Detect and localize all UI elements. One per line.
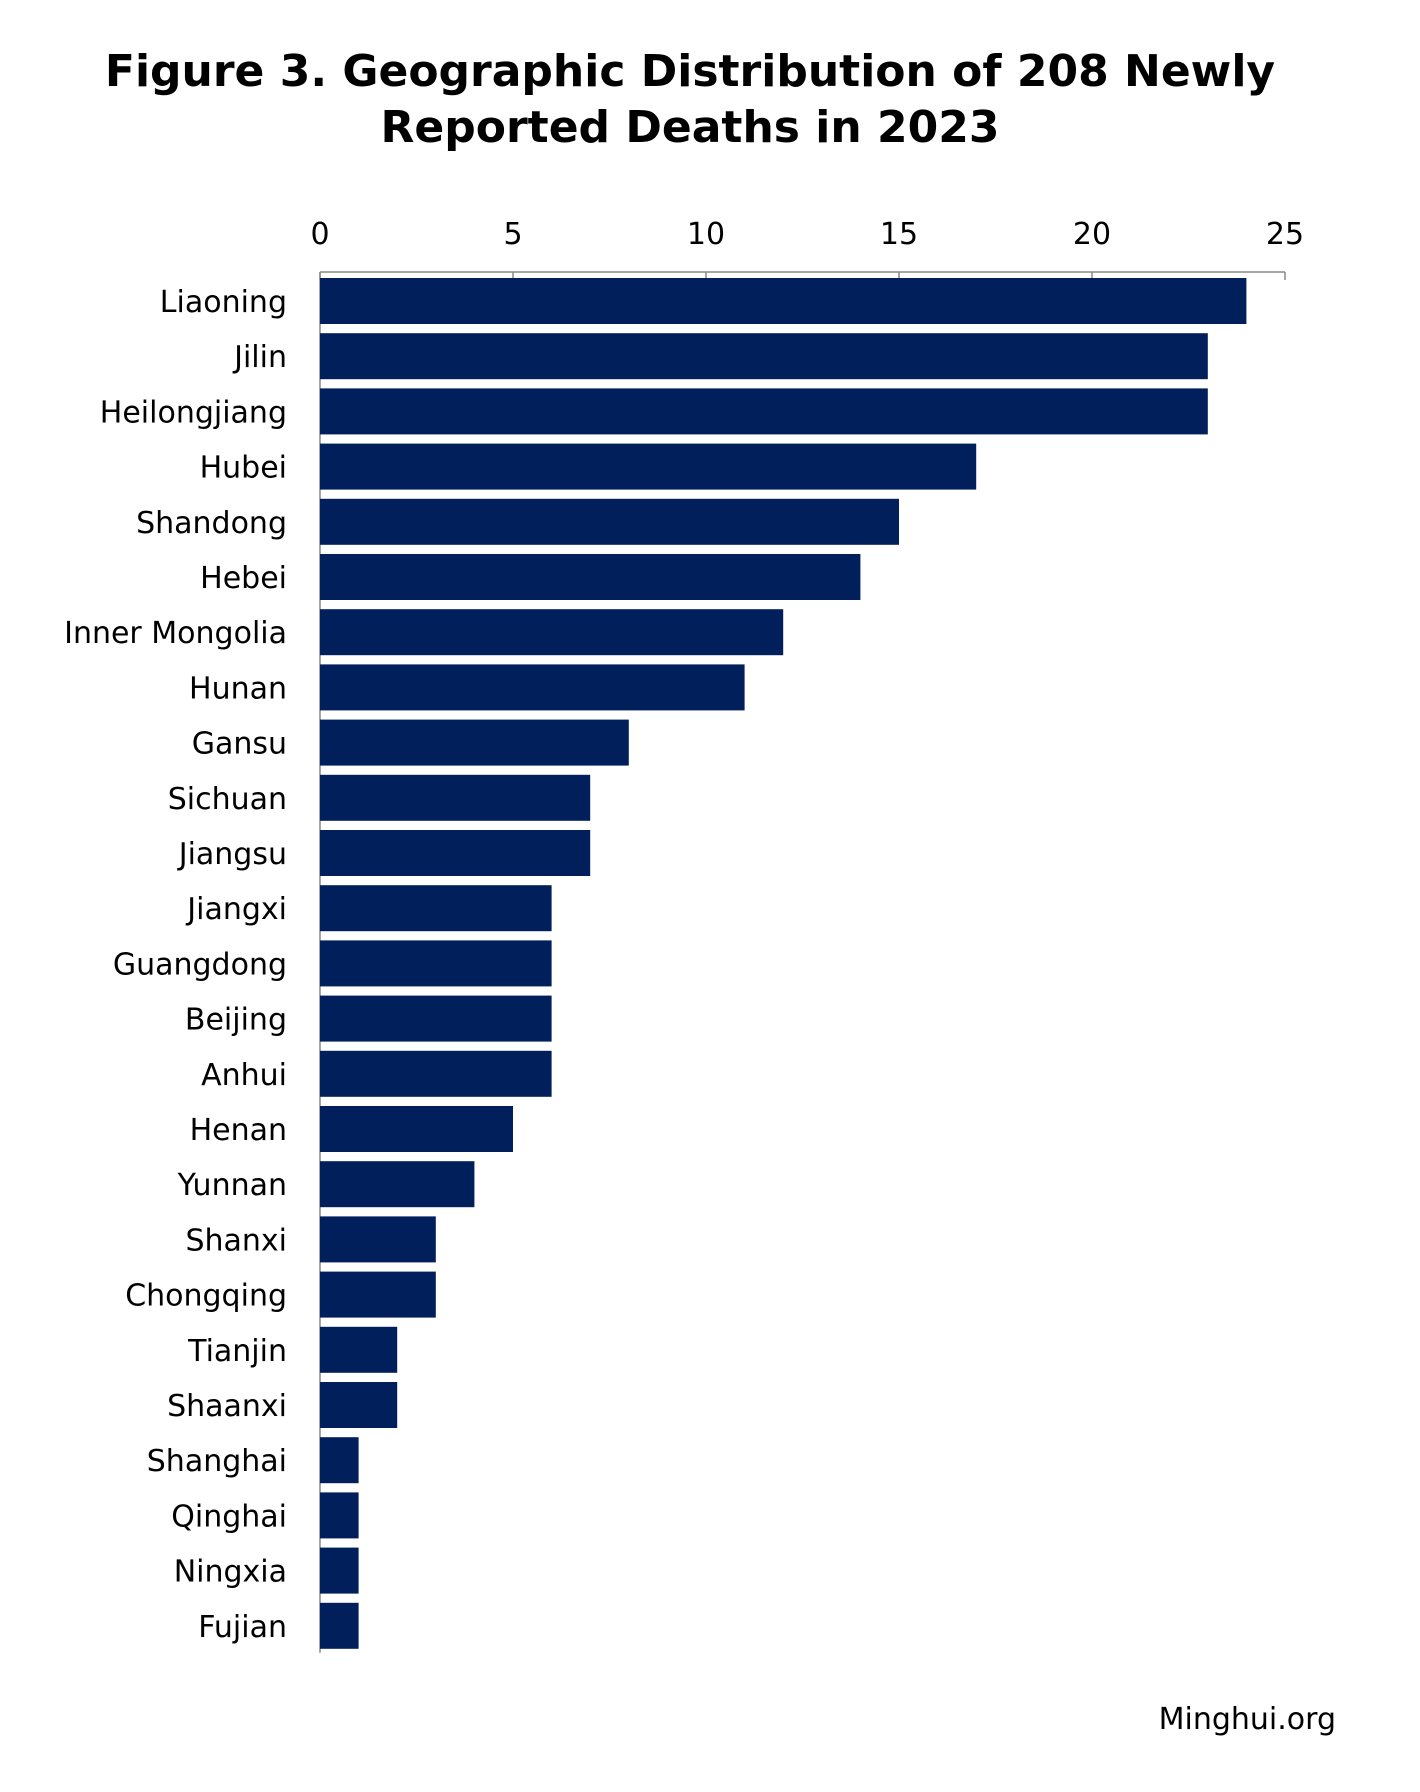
bar [320, 443, 977, 490]
category-label: Shanxi [185, 1223, 287, 1258]
chart-title-line-2: Reported Deaths in 2023 [380, 102, 1000, 153]
bar [320, 1437, 359, 1484]
source-credit: Minghui.org [1158, 1702, 1336, 1737]
chart-title-line-1: Figure 3. Geographic Distribution of 208… [104, 46, 1276, 97]
bar [320, 940, 552, 987]
x-tick-label: 0 [310, 217, 329, 252]
bar [320, 1050, 552, 1097]
bar [320, 1271, 436, 1318]
bar-chart: 0 5 10 15 20 25 Liaoning Jilin Heilongjiang Hubei… [64, 217, 1304, 1653]
category-label: Gansu [192, 727, 287, 762]
category-label: Anhui [201, 1058, 287, 1093]
category-label: Hunan [189, 671, 287, 706]
bar [320, 1547, 359, 1594]
category-label: Inner Mongolia [64, 616, 287, 651]
x-tick-label: 10 [687, 217, 725, 252]
category-label: Hubei [200, 451, 287, 486]
bar [320, 885, 552, 932]
x-tick-label: 15 [880, 217, 918, 252]
category-label: Tianjin [187, 1334, 287, 1369]
bar [320, 1326, 398, 1373]
category-label: Hebei [200, 561, 287, 596]
bar [320, 719, 629, 766]
bar [320, 1161, 475, 1208]
category-label: Heilongjiang [100, 395, 287, 430]
category-label: Shaanxi [167, 1389, 287, 1424]
bar [320, 830, 591, 876]
category-label: Sichuan [168, 782, 287, 817]
bar [320, 1106, 513, 1152]
bar [320, 1216, 436, 1263]
bar [320, 498, 899, 545]
category-label: Guangdong [113, 947, 287, 982]
bar [320, 664, 745, 711]
category-label: Fujian [198, 1610, 287, 1645]
bar [320, 333, 1208, 380]
x-tick-label: 5 [503, 217, 522, 252]
bar [320, 554, 861, 600]
bar [320, 278, 1247, 324]
category-label: Jiangxi [185, 892, 287, 927]
bar [320, 609, 784, 656]
category-label: Shandong [136, 506, 287, 541]
bar [320, 1492, 359, 1539]
category-label: Henan [190, 1113, 287, 1148]
x-tick-label: 25 [1266, 217, 1304, 252]
bar [320, 774, 591, 821]
category-label: Jiangsu [177, 837, 287, 872]
category-label: Chongqing [125, 1279, 287, 1314]
bar [320, 388, 1208, 435]
bar [320, 1602, 359, 1649]
category-label: Yunnan [177, 1168, 287, 1203]
category-label: Liaoning [160, 285, 287, 320]
category-label: Qinghai [171, 1499, 287, 1534]
category-label: Shanghai [147, 1444, 287, 1479]
category-label: Beijing [185, 1003, 287, 1038]
bar [320, 995, 552, 1042]
chart-title: Figure 3. Geographic Distribution of 208… [0, 44, 1380, 156]
category-label: Ningxia [174, 1555, 287, 1590]
category-label: Jilin [232, 340, 287, 375]
x-tick-label: 20 [1073, 217, 1111, 252]
bar [320, 1382, 398, 1428]
